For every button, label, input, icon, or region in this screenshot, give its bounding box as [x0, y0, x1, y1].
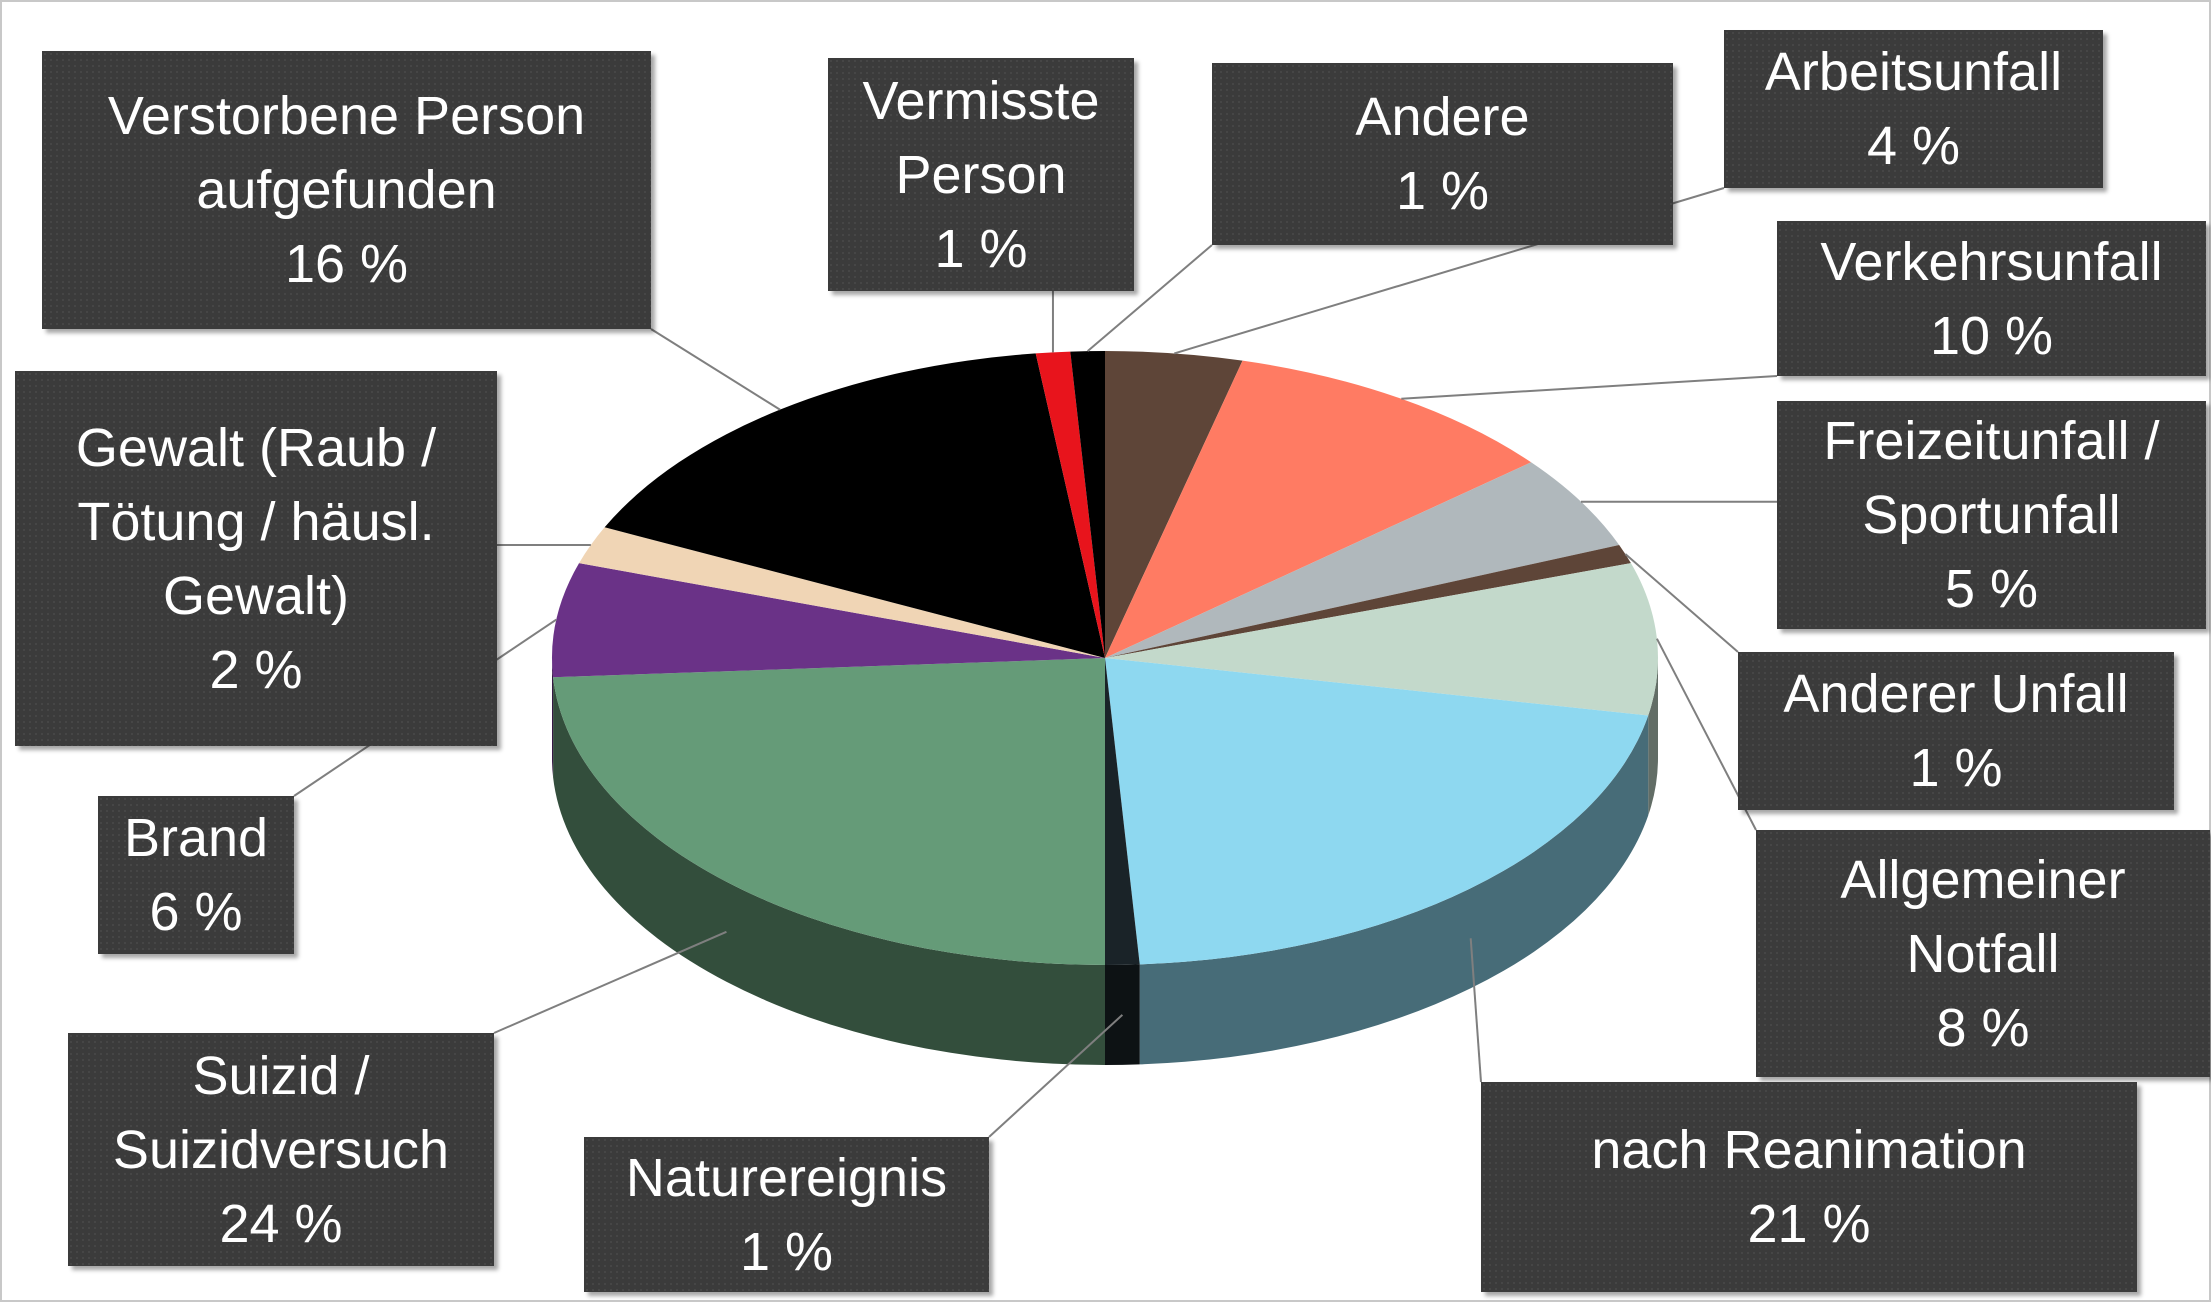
slice-side	[1139, 715, 1649, 1065]
data-label: Gewalt (Raub / Tötung / häusl. Gewalt) 2 …	[15, 371, 497, 746]
label-name: Naturereignis	[625, 1147, 948, 1208]
data-label: Verkehrsunfall 10 %	[1777, 221, 2206, 376]
data-label: Allgemeiner Notfall 8 %	[1756, 830, 2210, 1077]
label-name: Gewalt (Raub / Tötung / häusl. Gewalt)	[75, 417, 437, 626]
slice-side	[1105, 964, 1140, 1065]
label-name: Verkehrsunfall	[1820, 231, 2163, 292]
label-name: Anderer Unfall	[1783, 664, 2129, 724]
leader-line	[493, 930, 727, 1034]
label-value: 1 %	[934, 218, 1028, 279]
label-name: Suizid / Suizidversuch	[112, 1045, 450, 1180]
data-label: nach Reanimation 21 %	[1481, 1082, 2137, 1292]
data-label: Suizid / Suizidversuch 24 %	[68, 1033, 494, 1266]
leader-line	[988, 1014, 1124, 1138]
slice	[1105, 462, 1620, 658]
slice	[1070, 351, 1105, 658]
label-value: 1 %	[739, 1221, 834, 1282]
slice	[552, 563, 1105, 678]
label-value: 6 %	[149, 882, 243, 942]
label-value: 1 %	[1395, 161, 1490, 221]
label-name: nach Reanimation	[1591, 1120, 2027, 1180]
data-label: Verstorbene Person aufgefunden 16 %	[42, 51, 651, 329]
slice	[1035, 351, 1105, 658]
slice	[553, 658, 1105, 965]
slice-side	[552, 658, 554, 778]
label-name: Verstorbene Person aufgefunden	[107, 86, 586, 220]
label-value: 10 %	[1929, 305, 2054, 366]
label-value: 24 %	[219, 1193, 343, 1254]
label-name: Freizeitunfall / Sportunfall	[1823, 411, 2160, 545]
data-label: Andere 1 %	[1212, 63, 1673, 245]
data-label: Anderer Unfall 1 %	[1738, 652, 2174, 810]
slice	[579, 527, 1105, 658]
data-label: Freizeitunfall / Sportunfall 5 %	[1777, 401, 2206, 629]
label-value: 16 %	[284, 234, 409, 294]
leader-line	[1624, 553, 1739, 653]
label-name: Vermisste Person	[862, 70, 1100, 205]
slice	[1105, 351, 1243, 658]
label-name: Andere	[1355, 87, 1530, 147]
leader-line	[650, 328, 781, 411]
slice	[1105, 563, 1658, 716]
slice	[1105, 544, 1631, 658]
slice	[1105, 360, 1532, 658]
data-label: Naturereignis 1 %	[584, 1137, 989, 1292]
label-value: 8 %	[1936, 997, 2030, 1058]
label-name: Allgemeiner Notfall	[1840, 849, 2126, 984]
slice-side	[553, 677, 1105, 1065]
data-label: Brand 6 %	[98, 796, 294, 954]
leader-line	[1086, 244, 1213, 352]
label-value: 21 %	[1747, 1194, 1871, 1254]
slice	[1105, 658, 1140, 965]
slice	[1105, 658, 1649, 965]
label-value: 1 %	[1909, 738, 2003, 798]
label-value: 2 %	[209, 639, 303, 700]
slice-side	[1648, 658, 1658, 816]
slice	[604, 353, 1105, 658]
label-name: Arbeitsunfall	[1764, 42, 2063, 102]
leader-line	[1401, 375, 1778, 400]
label-name: Brand	[123, 808, 269, 868]
data-label: Vermisste Person 1 %	[828, 58, 1134, 291]
label-value: 5 %	[1944, 559, 2039, 619]
data-label: Arbeitsunfall 4 %	[1724, 30, 2103, 188]
leader-line	[1469, 938, 1482, 1083]
label-value: 4 %	[1866, 116, 1961, 176]
